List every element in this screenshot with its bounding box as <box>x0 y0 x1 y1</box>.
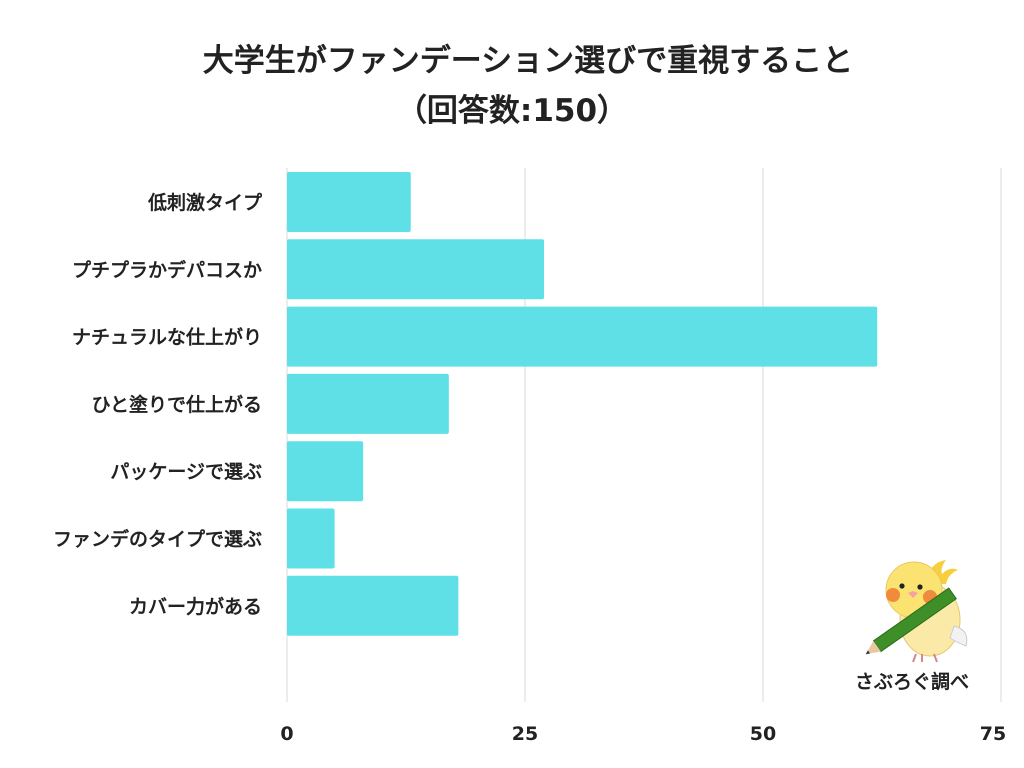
category-label: カバー力がある <box>129 595 262 618</box>
chart-title: 大学生がファンデーション選びで重視すること <box>203 43 853 79</box>
category-label: ひと塗りで仕上がる <box>92 393 262 416</box>
bars <box>287 172 878 636</box>
bar <box>287 508 335 569</box>
source-credit: さぶろぐ調べ <box>855 670 969 693</box>
category-label: ナチュラルな仕上がり <box>72 326 262 349</box>
bar <box>287 373 449 434</box>
chart-subtitle: （回答数:150） <box>396 93 628 129</box>
x-tick-label: 0 <box>280 723 293 745</box>
x-tick-label: 50 <box>750 723 776 745</box>
x-tick-label: 25 <box>512 723 538 745</box>
x-tick-label: 75 <box>980 723 1006 745</box>
bar <box>287 306 878 367</box>
category-label: 低刺激タイプ <box>147 191 263 214</box>
bird-with-pencil-icon <box>865 560 968 663</box>
bar <box>287 575 459 636</box>
x-tick-labels: 0 25 50 75 <box>280 723 1006 745</box>
bar <box>287 239 545 300</box>
category-labels: 低刺激タイププチプラかデパコスかナチュラルな仕上がりひと塗りで仕上がるパッケージ… <box>53 191 263 618</box>
bar <box>287 172 411 232</box>
category-label: プチプラかデパコスか <box>72 258 262 281</box>
category-label: ファンデのタイプで選ぶ <box>53 528 262 551</box>
bar <box>287 441 364 502</box>
category-label: パッケージで選ぶ <box>110 461 262 483</box>
